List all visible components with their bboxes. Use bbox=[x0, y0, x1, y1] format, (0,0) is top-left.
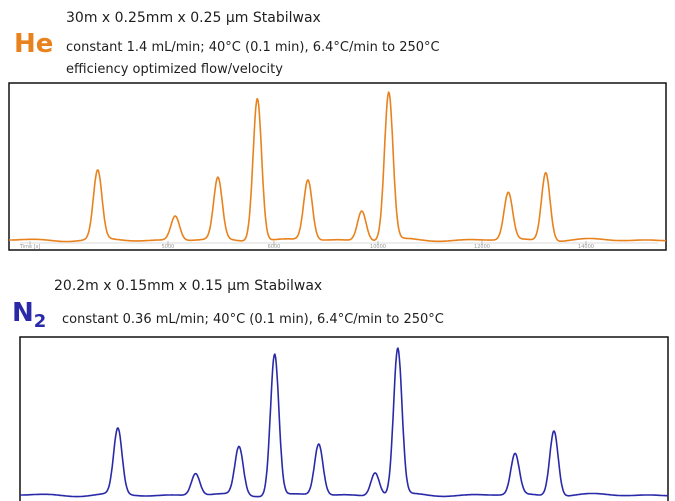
nitrogen-conditions: constant 0.36 mL/min; 40°C (0.1 min), 6.… bbox=[62, 312, 444, 327]
helium-x-tick-label: 12000 bbox=[474, 244, 490, 250]
helium-column-spec: 30m x 0.25mm x 0.25 µm Stabilwax bbox=[66, 10, 321, 26]
helium-plot-frame bbox=[8, 82, 667, 251]
helium-chart: Time [s] 5000 6000 10000 12000 14000 bbox=[8, 82, 667, 251]
nitrogen-gas-label: N2 bbox=[12, 298, 47, 332]
nitrogen-chromatogram-panel: 20.2m x 0.15mm x 0.15 µm Stabilwax N2 co… bbox=[0, 268, 675, 501]
helium-conditions: constant 1.4 mL/min; 40°C (0.1 min), 6.4… bbox=[66, 40, 440, 55]
helium-chromatogram-panel: 30m x 0.25mm x 0.25 µm Stabilwax He cons… bbox=[8, 10, 667, 251]
helium-gas-label: He bbox=[14, 29, 54, 59]
nitrogen-plot-frame bbox=[19, 336, 669, 501]
nitrogen-chart bbox=[19, 336, 669, 501]
helium-x-ticks: Time [s] 5000 6000 10000 12000 14000 bbox=[19, 241, 594, 250]
helium-x-tick-label: 14000 bbox=[578, 244, 594, 250]
helium-x-tick-label: 6000 bbox=[268, 244, 281, 250]
helium-trace bbox=[8, 91, 667, 243]
helium-note: efficiency optimized flow/velocity bbox=[66, 62, 283, 77]
helium-x-tick-label: 5000 bbox=[162, 244, 175, 250]
helium-x-tick-label: 10000 bbox=[370, 244, 386, 250]
nitrogen-column-spec: 20.2m x 0.15mm x 0.15 µm Stabilwax bbox=[54, 278, 323, 294]
nitrogen-trace bbox=[19, 347, 669, 498]
helium-x-tick-label: Time [s] bbox=[19, 244, 40, 250]
